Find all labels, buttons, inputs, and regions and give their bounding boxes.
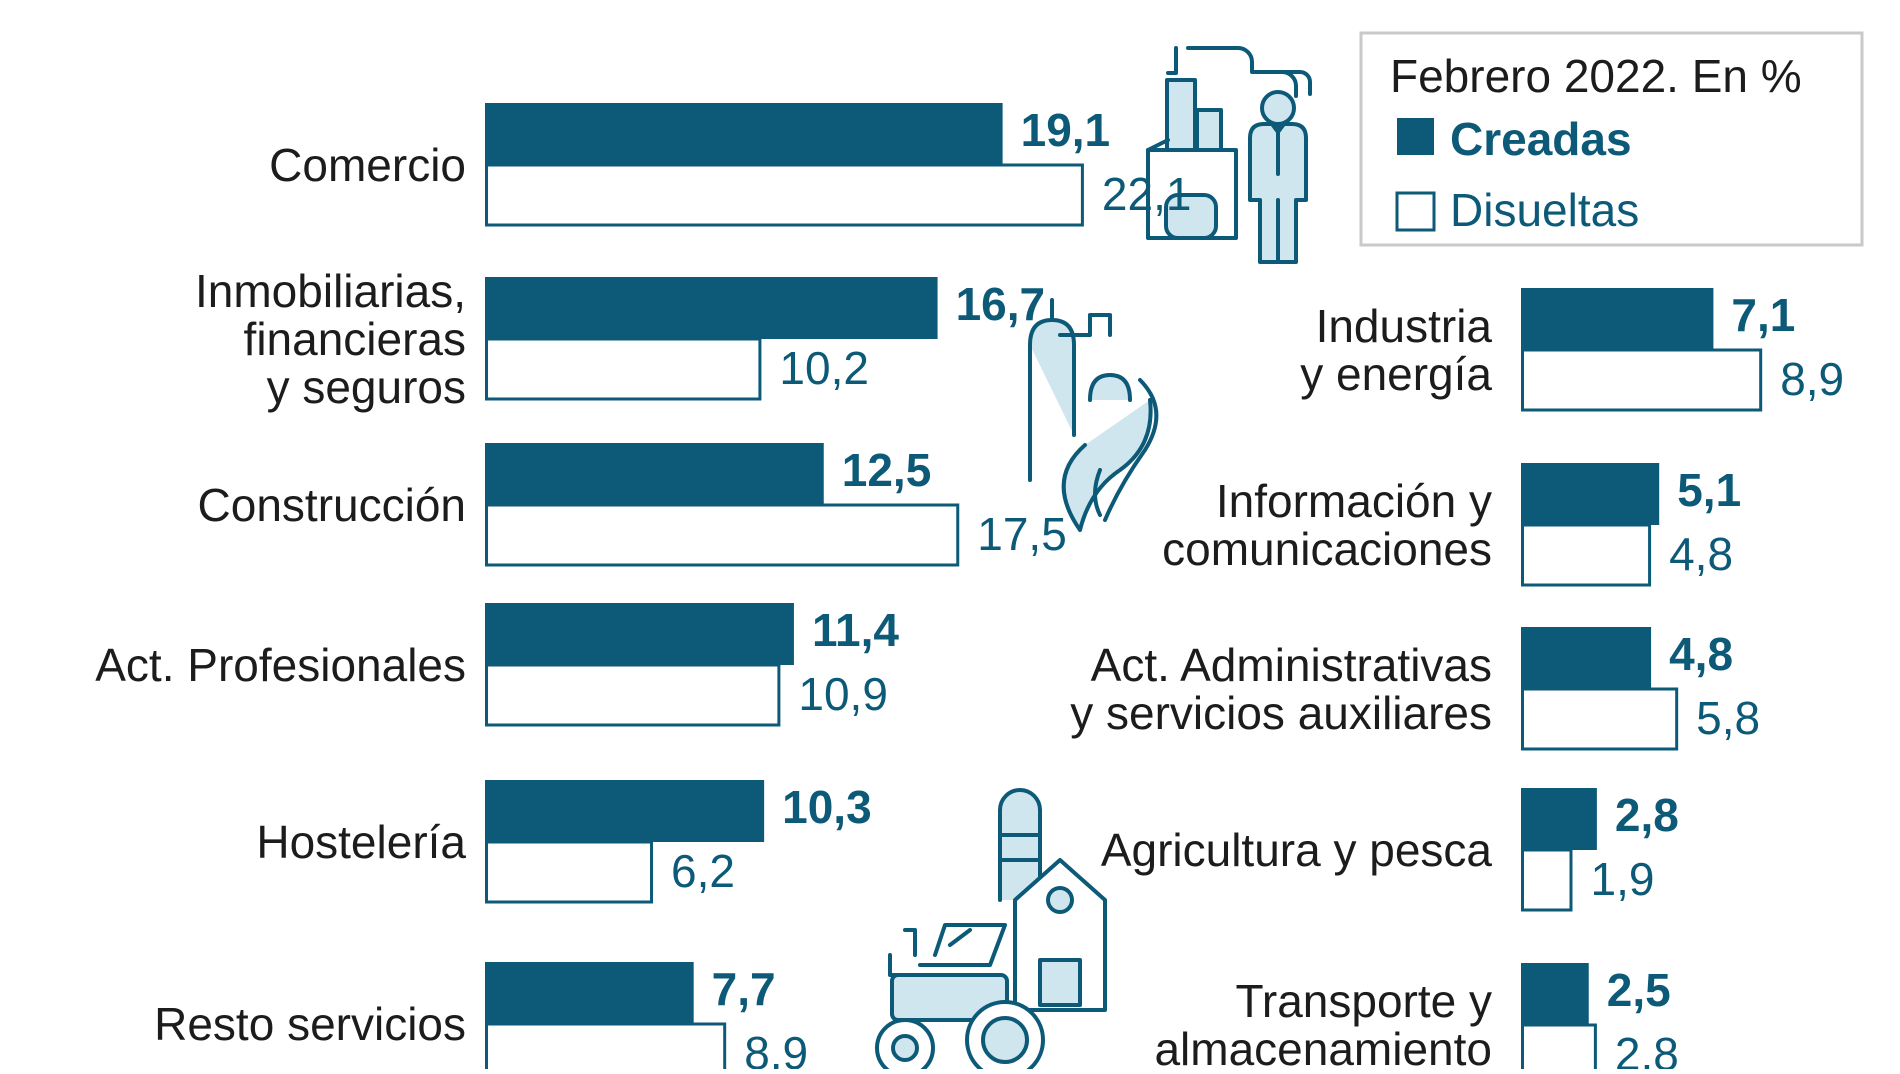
legend-label-creadas: Creadas xyxy=(1450,113,1632,165)
value-label-disueltas: 10,2 xyxy=(779,342,869,394)
value-label-disueltas: 5,8 xyxy=(1696,692,1760,744)
bar-disueltas xyxy=(1521,1023,1597,1074)
bar-disueltas xyxy=(485,503,960,567)
value-label-creadas: 7,1 xyxy=(1731,289,1795,341)
bar-disueltas xyxy=(1521,348,1763,412)
value-label-disueltas: 1,9 xyxy=(1590,853,1654,905)
bar-disueltas xyxy=(485,1022,727,1074)
value-label-creadas: 7,7 xyxy=(712,963,776,1015)
oil-refinery-icon xyxy=(1028,298,1159,532)
value-label-creadas: 2,8 xyxy=(1615,789,1679,841)
value-label-creadas: 4,8 xyxy=(1669,628,1733,680)
category-label: Información y xyxy=(1216,475,1492,527)
bar-disueltas xyxy=(1521,848,1573,912)
value-label-disueltas: 22,1 xyxy=(1102,168,1192,220)
value-label-creadas: 10,3 xyxy=(782,781,872,833)
value-label-disueltas: 17,5 xyxy=(977,508,1067,560)
category-label: comunicaciones xyxy=(1162,523,1492,575)
category-label: almacenamiento xyxy=(1154,1023,1492,1069)
value-label-creadas: 5,1 xyxy=(1677,464,1741,516)
category-label: Act. Profesionales xyxy=(95,639,466,691)
category-label: Agricultura y pesca xyxy=(1101,824,1493,876)
bar-disueltas xyxy=(485,840,654,904)
bar-creadas xyxy=(1521,463,1660,525)
legend-swatch-disueltas xyxy=(1395,191,1436,232)
value-label-disueltas: 10,9 xyxy=(798,668,888,720)
value-label-disueltas: 2,8 xyxy=(1615,1028,1679,1069)
value-label-creadas: 2,5 xyxy=(1607,964,1671,1016)
category-label: y energía xyxy=(1300,348,1492,400)
bar-disueltas xyxy=(1521,523,1652,587)
category-label: y servicios auxiliares xyxy=(1070,687,1492,739)
category-label: Transporte y xyxy=(1235,975,1492,1027)
category-label: Hostelería xyxy=(256,816,466,868)
tractor-farm-icon xyxy=(875,788,1107,1074)
category-label: financieras xyxy=(244,313,466,365)
bar-creadas xyxy=(485,962,694,1024)
factory-worker-icon xyxy=(1146,46,1312,264)
category-label: Resto servicios xyxy=(154,998,466,1050)
category-label: Inmobiliarias, xyxy=(195,265,466,317)
bar-disueltas xyxy=(485,163,1084,227)
category-label: Comercio xyxy=(269,139,466,191)
value-label-disueltas: 8,9 xyxy=(1780,353,1844,405)
value-label-creadas: 11,4 xyxy=(812,604,899,656)
value-label-creadas: 12,5 xyxy=(842,444,932,496)
bar-creadas xyxy=(485,443,824,505)
value-label-disueltas: 6,2 xyxy=(671,845,735,897)
category-label: Construcción xyxy=(198,479,466,531)
bar-creadas xyxy=(485,277,938,339)
bar-creadas xyxy=(485,780,765,842)
bar-disueltas xyxy=(485,663,781,727)
category-label: Act. Administrativas xyxy=(1091,639,1492,691)
legend-frame xyxy=(1359,31,1864,247)
bar-creadas xyxy=(1521,288,1714,350)
value-label-creadas: 19,1 xyxy=(1021,104,1111,156)
bar-creadas xyxy=(1521,788,1597,850)
value-label-creadas: 16,7 xyxy=(956,278,1046,330)
legend-swatch-creadas xyxy=(1397,118,1434,155)
bar-creadas xyxy=(1521,627,1652,689)
legend-label-disueltas: Disueltas xyxy=(1450,184,1639,236)
bar-creadas xyxy=(485,103,1003,165)
value-label-disueltas: 4,8 xyxy=(1669,528,1733,580)
category-label: Industria xyxy=(1316,300,1493,352)
category-label: y seguros xyxy=(267,361,466,413)
value-label-disueltas: 8,9 xyxy=(744,1027,808,1069)
bar-disueltas xyxy=(485,337,762,401)
bars-layer: 19,1 22,1 Comercio 16,7 10,2 Inmobiliarias,fi… xyxy=(95,103,1844,1074)
bar-disueltas xyxy=(1521,687,1679,751)
legend: Febrero 2022. En % Creadas Disueltas xyxy=(1359,31,1864,247)
bar-creadas xyxy=(1521,963,1589,1025)
legend-title: Febrero 2022. En % xyxy=(1390,50,1802,102)
bar-creadas xyxy=(485,603,794,665)
